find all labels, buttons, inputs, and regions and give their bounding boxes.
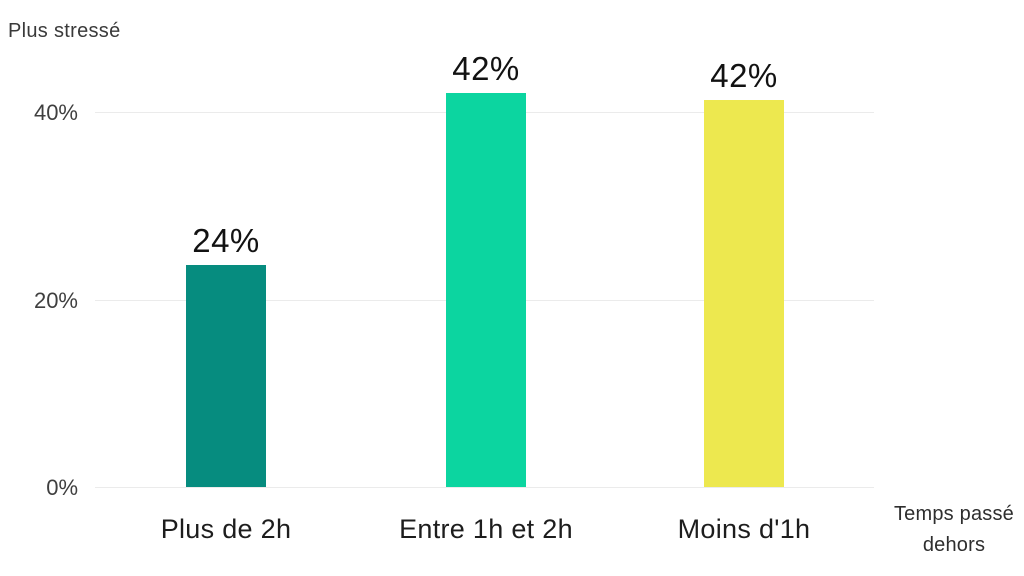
bar-value-label: 42% <box>452 50 520 87</box>
bar <box>704 100 784 487</box>
x-tick-label: Moins d'1h <box>677 514 811 544</box>
bar-group-moins-d-1h: 42% <box>614 59 874 487</box>
y-tick-label-40: 40% <box>33 100 78 125</box>
y-axis-label: Plus stressé <box>8 20 121 42</box>
bar-value-label: 24% <box>192 222 260 259</box>
y-tick-label-0: 0% <box>46 475 78 500</box>
bar-value-label: 42% <box>710 57 778 94</box>
bar <box>446 93 526 487</box>
bar-group-entre-1h-et-2h: 42% <box>356 52 616 487</box>
x-axis-label: Temps passé dehors <box>893 503 1015 556</box>
x-tick-label: Entre 1h et 2h <box>399 514 573 544</box>
x-tick-label: Plus de 2h <box>160 514 292 544</box>
y-tick-label-20: 20% <box>33 288 78 313</box>
gridline-0 <box>95 487 874 488</box>
bar-group-plus-de-2h: 24% <box>96 224 356 487</box>
bar <box>186 265 266 487</box>
